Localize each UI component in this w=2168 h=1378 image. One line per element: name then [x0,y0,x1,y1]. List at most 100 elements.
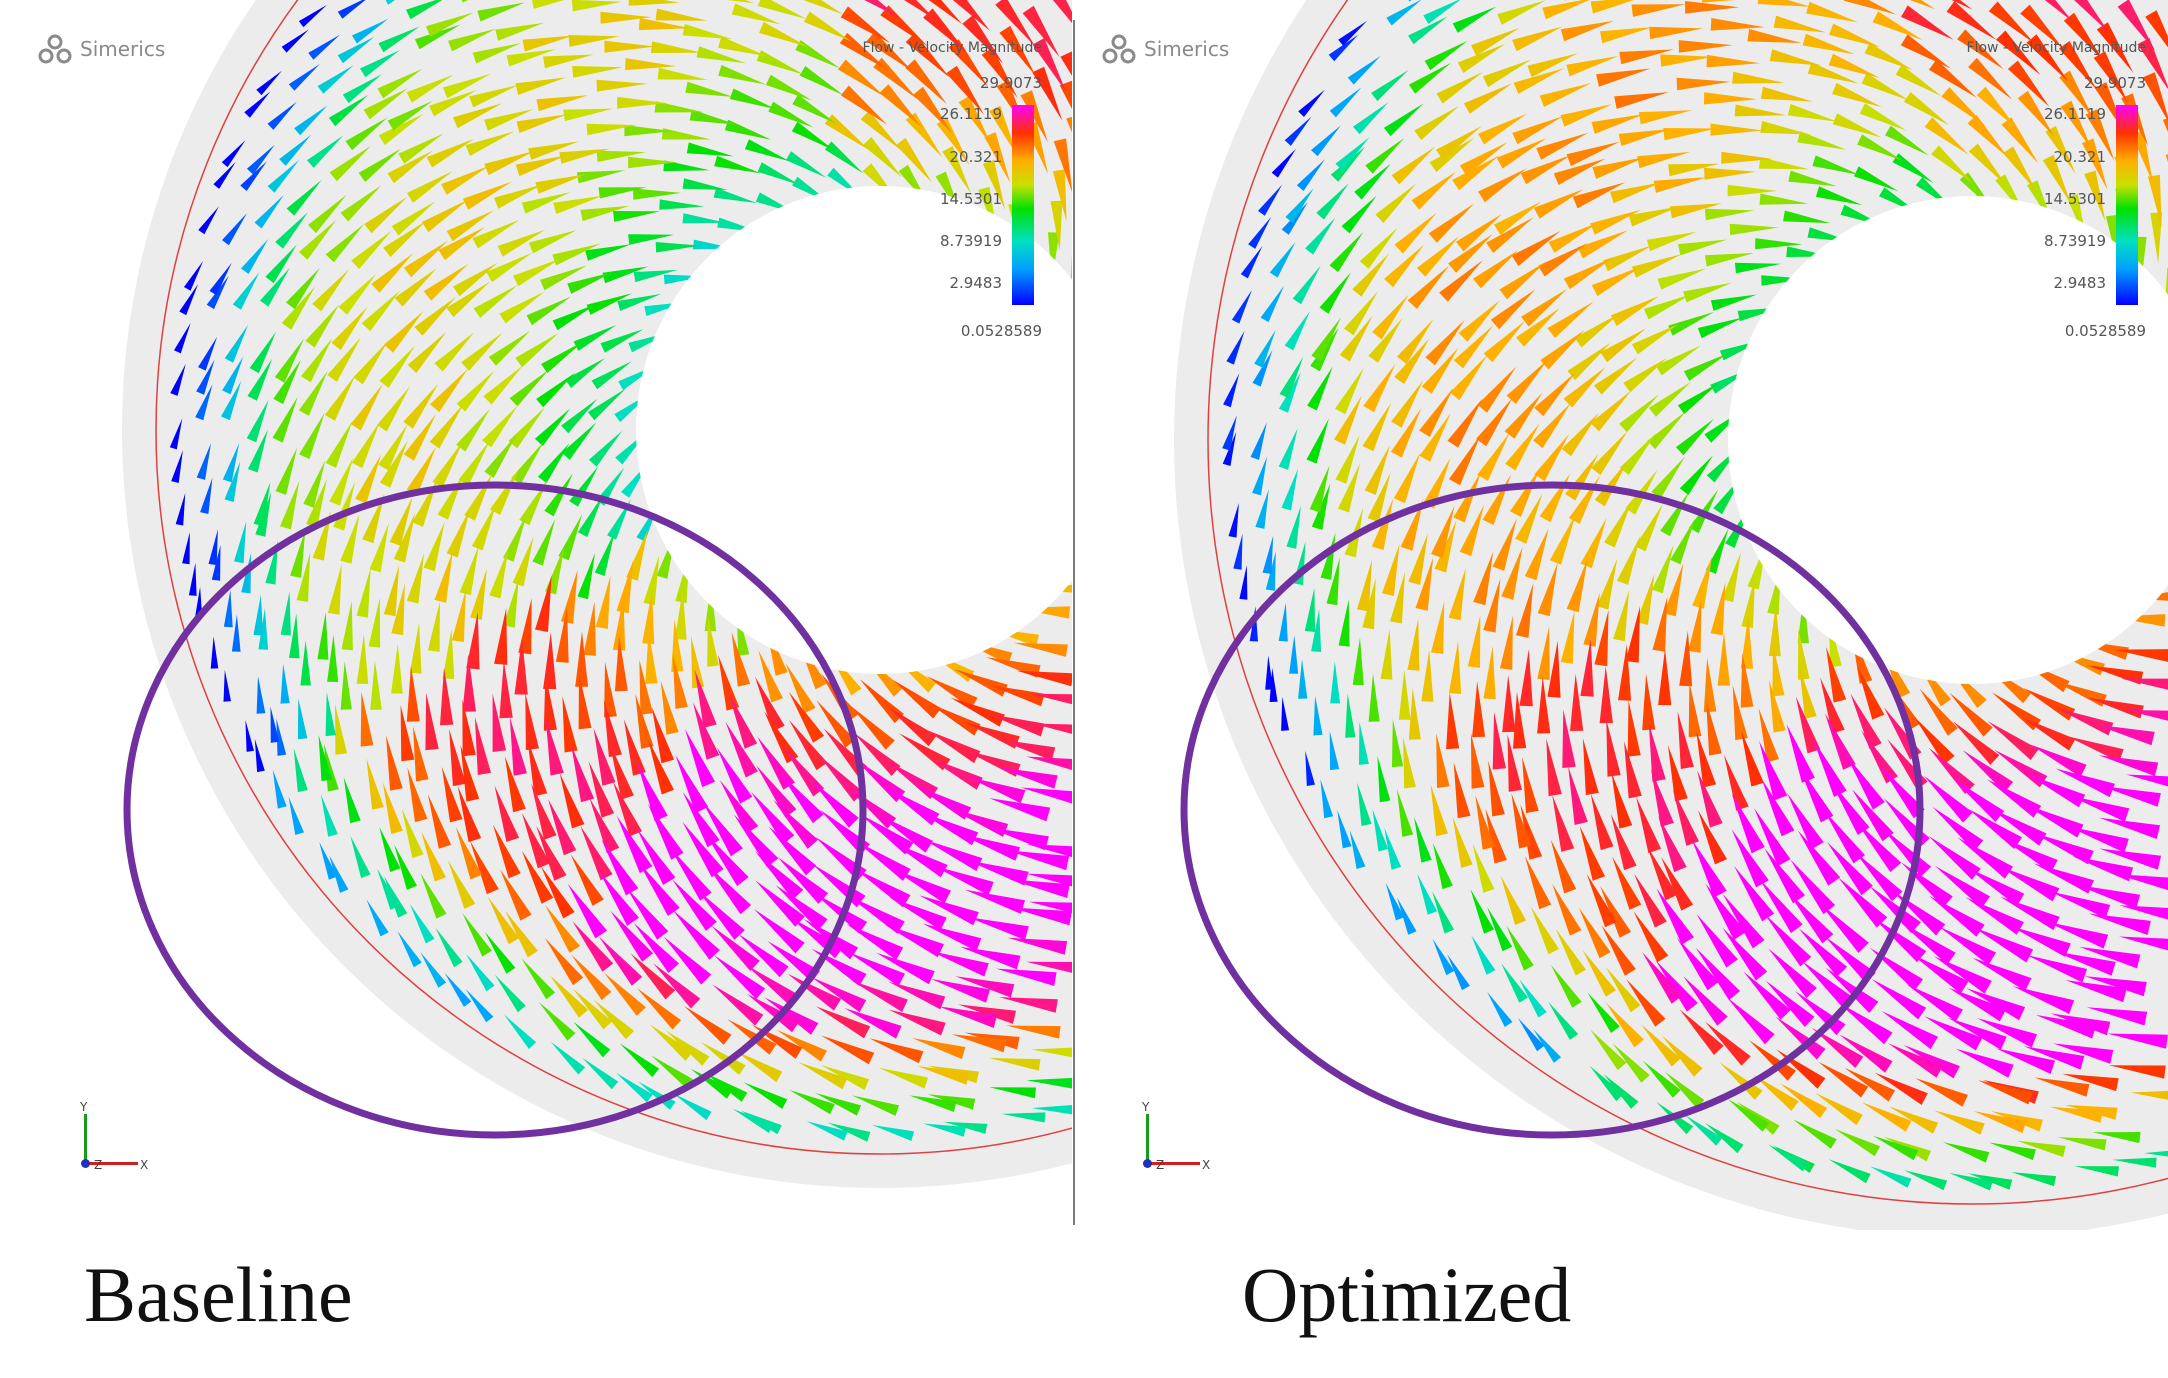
velocity-arrow [989,1058,1041,1071]
velocity-arrow [477,2,526,22]
velocity-arrow [1670,518,1696,565]
velocity-arrow [1815,186,1863,206]
velocity-arrow [1563,257,1613,290]
velocity-arrow [1490,289,1536,330]
velocity-arrow [394,844,417,890]
velocity-arrow [1600,328,1647,363]
velocity-arrow [626,887,669,940]
velocity-arrow [331,306,368,351]
velocity-arrow [522,35,574,52]
velocity-arrow [377,386,410,432]
velocity-arrow [755,880,805,927]
velocity-arrow [414,296,456,336]
velocity-arrow [1368,673,1380,722]
velocity-arrow [1799,667,1817,719]
velocity-arrow [2067,826,2129,853]
velocity-arrow [582,1057,619,1090]
velocity-arrow [1060,51,1072,76]
velocity-arrow [1359,722,1369,765]
velocity-arrow [182,532,190,565]
velocity-arrow [521,812,551,869]
velocity-arrow [1511,231,1561,267]
velocity-arrow [1580,517,1607,569]
velocity-arrow [718,65,767,85]
velocity-arrow [648,739,674,795]
velocity-arrow [1618,128,1672,146]
velocity-arrow [798,1062,848,1090]
velocity-arrow [1400,498,1424,551]
velocity-arrow [256,70,282,96]
velocity-arrow [370,660,382,710]
velocity-arrow [1660,54,1714,67]
velocity-arrow [209,262,232,296]
velocity-arrow [702,801,743,857]
velocity-arrow [1397,897,1417,935]
velocity-arrow [1824,713,1856,770]
velocity-arrow [456,408,490,452]
velocity-arrow [1729,223,1779,236]
velocity-arrow [1590,1029,1627,1071]
velocity-arrow [488,330,531,366]
velocity-arrow [1536,132,1589,160]
velocity-arrow [384,310,424,353]
velocity-arrow [1436,733,1450,788]
velocity-arrow [1874,1072,1928,1105]
velocity-arrow [224,324,249,363]
velocity-arrow [1499,262,1546,300]
velocity-arrow [1768,679,1786,733]
velocity-arrow [2119,936,2168,951]
velocity-arrow [223,669,231,702]
velocity-arrow [847,952,905,987]
velocity-arrow [2088,913,2151,935]
highlight-circle [1180,481,1924,1139]
velocity-arrow [737,933,789,978]
velocity-arrow [580,205,630,222]
velocity-arrow [628,156,678,169]
velocity-arrow [1394,212,1437,254]
velocity-arrow [1448,568,1466,621]
velocity-arrow [639,659,653,715]
velocity-arrow [1390,408,1422,458]
velocity-arrow [1341,195,1377,234]
velocity-arrow [435,927,463,968]
velocity-arrow [670,847,712,901]
velocity-arrow [1798,765,1834,823]
axis-triad: Y Z X [80,1100,170,1180]
velocity-arrow [604,972,646,1016]
velocity-arrow [873,57,918,100]
outer-wall [1207,0,2168,1205]
legend-title: Flow - Velocity Magnitude [862,40,1042,56]
velocity-arrow [504,1014,537,1049]
brand-name: Simerics [80,37,166,61]
velocity-arrow [1755,238,1803,250]
velocity-arrow [379,345,416,388]
velocity-arrow [1861,730,1898,784]
velocity-arrow [1352,253,1390,297]
velocity-arrow [434,332,475,372]
velocity-arrow [846,923,904,960]
velocity-arrow [1473,551,1494,606]
velocity-arrow [751,791,795,845]
velocity-arrow [2101,786,2161,807]
velocity-arrow [1564,0,1567,1]
velocity-arrow [2062,1073,2119,1092]
velocity-arrow [1362,402,1392,452]
velocity-arrow [413,726,429,782]
velocity-arrow [1548,222,1598,253]
velocity-arrow [1864,42,1914,71]
velocity-arrow [548,799,577,856]
velocity-arrow [351,230,392,269]
velocity-arrow [1524,856,1552,910]
velocity-arrow [2147,174,2162,228]
velocity-arrow [1512,26,1563,52]
velocity-arrow [1633,911,1669,963]
velocity-arrow [1516,583,1534,638]
velocity-arrow [892,868,951,904]
velocity-arrow [2072,856,2134,882]
caption-optimized: Optimized [1242,1251,1572,1338]
velocity-arrow [244,91,271,118]
velocity-arrow [224,461,241,502]
velocity-arrow [684,1005,732,1045]
velocity-arrow [1482,59,1532,88]
velocity-arrow [686,142,734,157]
